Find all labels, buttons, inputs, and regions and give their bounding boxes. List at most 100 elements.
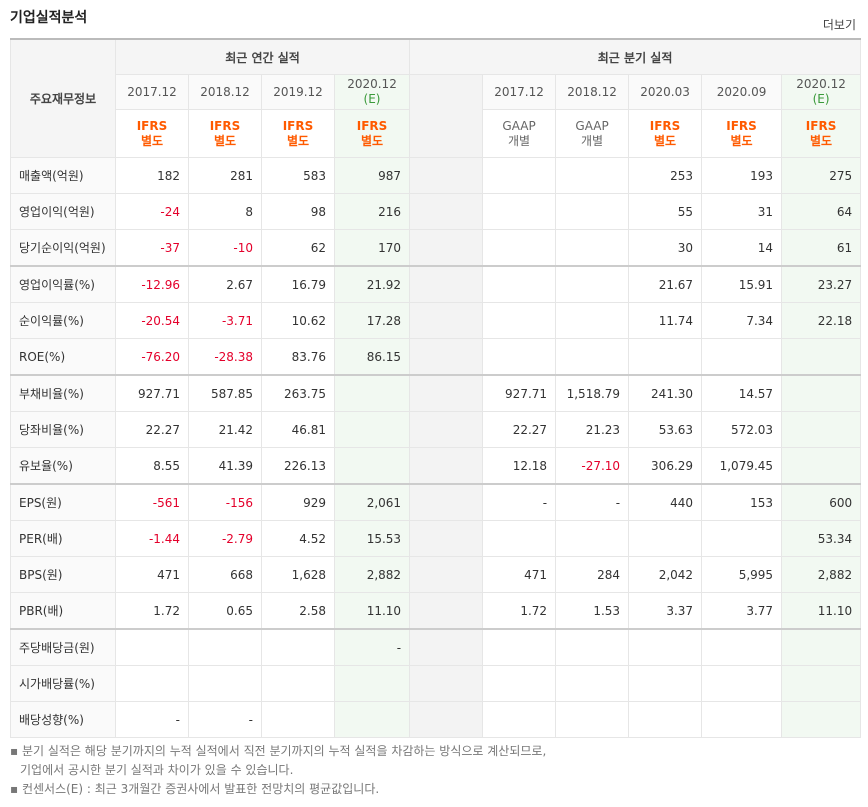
annual-value-cell: 21.42: [188, 411, 262, 448]
footnote-1: ▪ 분기 실적은 해당 분기까지의 누적 실적에서 직전 분기까지의 누적 실적…: [10, 744, 547, 758]
annual-period-header: 2019.12: [261, 74, 335, 110]
row-header-label: 주요재무정보: [10, 38, 116, 158]
annual-period-header: 2020.12 (E): [333, 74, 411, 110]
gap-cell: [409, 592, 484, 630]
quarter-value-cell: 30: [628, 229, 703, 267]
gap-cell: [409, 302, 484, 339]
quarter-value-cell: [482, 302, 557, 339]
row-label: 부채비율(%): [10, 374, 116, 412]
quarter-value-cell: [628, 338, 703, 376]
annual-value-cell: -: [115, 701, 189, 738]
quarter-basis-header: GAAP 개별: [555, 109, 630, 158]
quarter-value-cell: [482, 265, 557, 303]
quarter-value-cell: [555, 701, 630, 738]
quarter-value-cell: 21.67: [628, 265, 703, 303]
annual-basis-header: IFRS 별도: [333, 109, 411, 158]
gap-cell: [409, 665, 484, 702]
annual-period-header: 2017.12: [115, 74, 189, 110]
quarter-value-cell: [482, 229, 557, 267]
annual-value-cell: 41.39: [188, 447, 262, 485]
table-row: 시가배당률(%): [10, 665, 862, 702]
quarter-value-cell: 22.27: [482, 411, 557, 448]
quarter-value-cell: 440: [628, 483, 703, 521]
quarter-value-cell: [781, 411, 862, 448]
quarter-period-header: 2020.12 (E): [781, 74, 862, 110]
row-label: PBR(배): [10, 592, 116, 630]
annual-value-cell: -10: [188, 229, 262, 267]
annual-value-cell: -20.54: [115, 302, 189, 339]
footnotes: ▪ 분기 실적은 해당 분기까지의 누적 실적에서 직전 분기까지의 누적 실적…: [10, 742, 546, 799]
quarter-value-cell: 14.57: [701, 374, 783, 412]
annual-value-cell: 2,061: [333, 483, 411, 521]
quarter-basis-header: GAAP 개별: [482, 109, 557, 158]
annual-value-cell: -2.79: [188, 520, 262, 557]
annual-value-cell: 226.13: [261, 447, 335, 485]
annual-value-cell: 471: [115, 556, 189, 593]
quarter-value-cell: [781, 447, 862, 485]
annual-value-cell: 2,882: [333, 556, 411, 593]
annual-value-cell: 83.76: [261, 338, 335, 376]
annual-value-cell: 10.62: [261, 302, 335, 339]
annual-group-header: 최근 연간 실적: [114, 38, 411, 75]
table-row: PBR(배) 1.72 0.65 2.58 11.10 1.72 1.53 3.37 3.77 1…: [10, 592, 862, 630]
annual-period-header: 2018.12: [188, 74, 262, 110]
quarter-value-cell: [555, 157, 630, 194]
quarter-value-cell: [701, 338, 783, 376]
quarter-value-cell: [781, 665, 862, 702]
quarter-value-cell: 284: [555, 556, 630, 593]
annual-value-cell: -12.96: [115, 265, 189, 303]
table-row: 당기순이익(억원) -37 -10 62 170 30 14 61: [10, 229, 862, 267]
quarter-value-cell: 927.71: [482, 374, 557, 412]
annual-value-cell: [333, 411, 411, 448]
annual-value-cell: [188, 628, 262, 666]
footnote-3: ▪ 컨센서스(E) : 최근 3개월간 증권사에서 발표한 전망치의 평균값입니…: [10, 782, 380, 796]
quarter-value-cell: -27.10: [555, 447, 630, 485]
quarter-value-cell: 1,518.79: [555, 374, 630, 412]
annual-value-cell: 583: [261, 157, 335, 194]
table-row: PER(배) -1.44 -2.79 4.52 15.53 53.34: [10, 520, 862, 557]
gap-cell: [409, 483, 484, 521]
quarter-value-cell: 241.30: [628, 374, 703, 412]
row-label: ROE(%): [10, 338, 116, 376]
annual-value-cell: 216: [333, 193, 411, 230]
annual-value-cell: 17.28: [333, 302, 411, 339]
annual-value-cell: 2.58: [261, 592, 335, 630]
annual-value-cell: [261, 665, 335, 702]
row-label: 영업이익률(%): [10, 265, 116, 303]
quarter-value-cell: [781, 701, 862, 738]
table-row: 당좌비율(%) 22.27 21.42 46.81 22.27 21.23 53.63 572…: [10, 411, 862, 448]
quarter-basis-header: IFRS 별도: [781, 109, 862, 158]
annual-value-cell: -: [333, 628, 411, 666]
annual-value-cell: 16.79: [261, 265, 335, 303]
more-link[interactable]: 더보기: [822, 18, 856, 32]
bullet-icon: ▪: [10, 744, 19, 758]
annual-value-cell: -561: [115, 483, 189, 521]
row-label: 배당성향(%): [10, 701, 116, 738]
quarter-group-header: 최근 분기 실적: [409, 38, 862, 75]
quarter-value-cell: [555, 520, 630, 557]
annual-value-cell: 86.15: [333, 338, 411, 376]
annual-value-cell: [115, 628, 189, 666]
annual-value-cell: 1.72: [115, 592, 189, 630]
quarter-value-cell: [482, 338, 557, 376]
table-row: BPS(원) 471 668 1,628 2,882 471 284 2,042 5,995 2,…: [10, 556, 862, 593]
table-row: 영업이익률(%) -12.96 2.67 16.79 21.92 21.67 15.91 23…: [10, 265, 862, 303]
gap-cell: [409, 447, 484, 485]
annual-value-cell: 587.85: [188, 374, 262, 412]
table-row: 영업이익(억원) -24 8 98 216 55 31 64: [10, 193, 862, 230]
quarter-value-cell: 2,042: [628, 556, 703, 593]
quarter-value-cell: [781, 338, 862, 376]
annual-value-cell: -76.20: [115, 338, 189, 376]
quarter-value-cell: [482, 701, 557, 738]
quarter-value-cell: 306.29: [628, 447, 703, 485]
row-label: BPS(원): [10, 556, 116, 593]
annual-value-cell: [261, 628, 335, 666]
estimate-marker: (E): [363, 92, 381, 106]
quarter-value-cell: [482, 157, 557, 194]
quarter-value-cell: 1.53: [555, 592, 630, 630]
annual-value-cell: 2.67: [188, 265, 262, 303]
quarter-value-cell: 153: [701, 483, 783, 521]
quarter-value-cell: 15.91: [701, 265, 783, 303]
row-label: 당좌비율(%): [10, 411, 116, 448]
annual-value-cell: -37: [115, 229, 189, 267]
